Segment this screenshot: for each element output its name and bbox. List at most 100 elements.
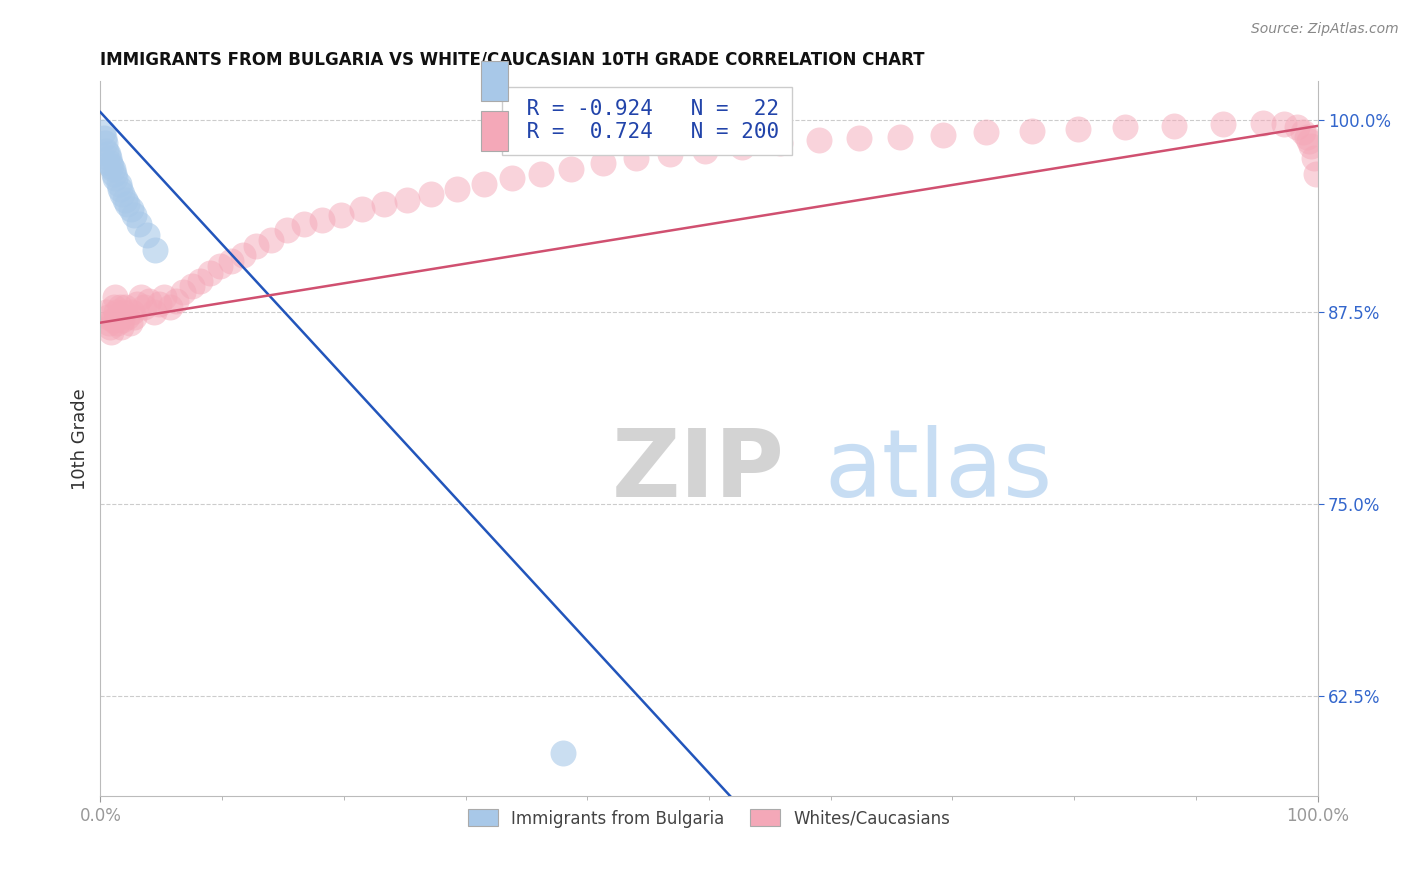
Text: Source: ZipAtlas.com: Source: ZipAtlas.com	[1251, 22, 1399, 37]
Point	[135, 228, 157, 243]
Point	[104, 171, 127, 186]
Text: R = -0.924   N =  22
 R =  0.724   N = 200: R = -0.924 N = 22 R = 0.724 N = 200	[515, 99, 779, 143]
Point	[1295, 129, 1317, 144]
Point	[97, 316, 120, 330]
Point	[695, 144, 717, 158]
Point	[373, 197, 395, 211]
Point	[124, 310, 146, 324]
Point	[142, 305, 165, 319]
Point	[188, 274, 211, 288]
Point	[208, 259, 231, 273]
Point	[97, 151, 120, 165]
Text: ZIP: ZIP	[612, 425, 785, 516]
Point	[292, 217, 315, 231]
Point	[143, 244, 166, 258]
Point	[848, 131, 870, 145]
Point	[103, 167, 125, 181]
Point	[659, 146, 682, 161]
Point	[1212, 117, 1234, 131]
Point	[807, 133, 830, 147]
Point	[96, 144, 118, 158]
Point	[931, 128, 953, 143]
Point	[446, 182, 468, 196]
Point	[330, 208, 353, 222]
Point	[1298, 134, 1320, 148]
Point	[97, 146, 120, 161]
Point	[172, 285, 194, 299]
Point	[768, 136, 790, 150]
Point	[219, 254, 242, 268]
Point	[112, 305, 135, 319]
Point	[108, 182, 131, 196]
Point	[115, 197, 138, 211]
Point	[129, 289, 152, 303]
Point	[114, 193, 136, 207]
Point	[104, 289, 127, 303]
Point	[105, 316, 128, 330]
Point	[731, 140, 754, 154]
Point	[1292, 125, 1315, 139]
Point	[276, 223, 298, 237]
Point	[592, 156, 614, 170]
Point	[105, 305, 128, 319]
Point	[148, 297, 170, 311]
Point	[100, 325, 122, 339]
Y-axis label: 10th Grade: 10th Grade	[72, 388, 89, 490]
Point	[1021, 123, 1043, 137]
Point	[352, 202, 374, 216]
Point	[115, 310, 138, 324]
Point	[232, 248, 254, 262]
Point	[396, 193, 419, 207]
Point	[138, 294, 160, 309]
Point	[110, 320, 132, 334]
Point	[120, 202, 142, 216]
Point	[100, 159, 122, 173]
Text: atlas: atlas	[824, 425, 1053, 516]
Point	[98, 156, 121, 170]
Point	[94, 136, 117, 150]
Point	[1251, 116, 1274, 130]
Bar	[481, 62, 508, 101]
Point	[260, 233, 283, 247]
Point	[1301, 139, 1323, 153]
Point	[125, 297, 148, 311]
Point	[97, 310, 120, 324]
Point	[976, 125, 998, 139]
Point	[1163, 119, 1185, 133]
Text: IMMIGRANTS FROM BULGARIA VS WHITE/CAUCASIAN 10TH GRADE CORRELATION CHART: IMMIGRANTS FROM BULGARIA VS WHITE/CAUCAS…	[100, 51, 925, 69]
Point	[1303, 151, 1326, 165]
Point	[107, 310, 129, 324]
Point	[111, 186, 134, 201]
Point	[530, 167, 553, 181]
Point	[103, 301, 125, 315]
Point	[118, 316, 141, 330]
Point	[165, 294, 187, 309]
Point	[98, 320, 121, 334]
Point	[472, 178, 495, 192]
Point	[91, 125, 114, 139]
Point	[624, 151, 647, 165]
Point	[311, 212, 333, 227]
Point	[551, 746, 574, 760]
Point	[159, 301, 181, 315]
Point	[889, 129, 911, 144]
Point	[93, 131, 115, 145]
Point	[107, 178, 129, 192]
Point	[152, 289, 174, 303]
Point	[134, 301, 156, 315]
Point	[124, 208, 146, 222]
Point	[245, 239, 267, 253]
Legend: Immigrants from Bulgaria, Whites/Caucasians: Immigrants from Bulgaria, Whites/Caucasi…	[461, 803, 956, 834]
Point	[1272, 117, 1295, 131]
Point	[101, 161, 124, 176]
Point	[128, 217, 150, 231]
Bar	[481, 112, 508, 151]
Point	[1114, 120, 1136, 135]
Point	[108, 301, 131, 315]
Point	[1285, 120, 1308, 135]
Point	[96, 305, 118, 319]
Point	[1067, 122, 1090, 136]
Point	[198, 267, 221, 281]
Point	[501, 171, 523, 186]
Point	[101, 312, 124, 326]
